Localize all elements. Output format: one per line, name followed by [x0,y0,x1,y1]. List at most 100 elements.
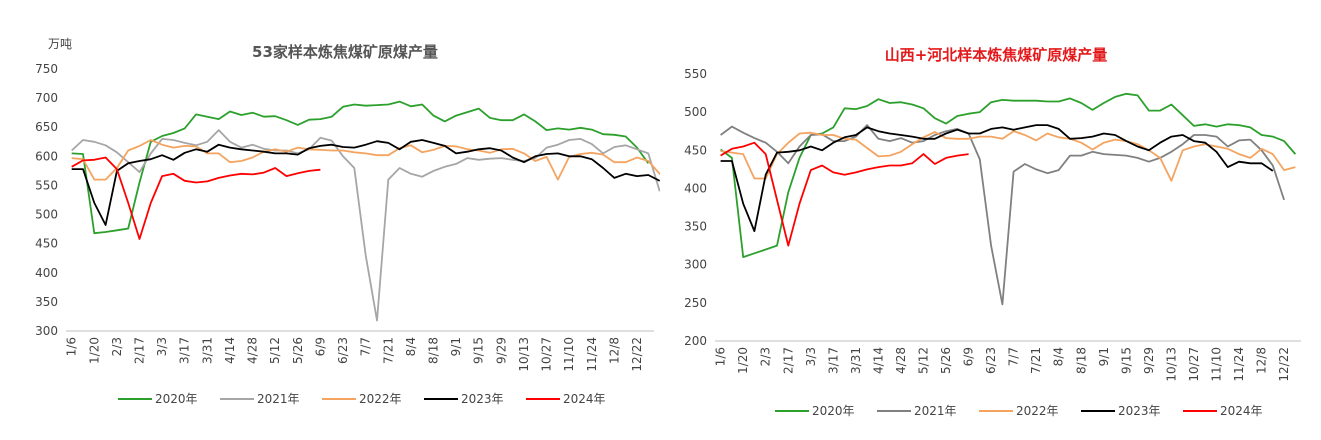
y-tick-label: 250 [684,296,707,310]
unit-label: 万吨 [48,37,72,51]
x-tick-label: 7/7 [359,337,373,356]
x-tick-label: 9/15 [1119,347,1133,374]
y-tick-label: 500 [684,105,707,119]
x-tick-label: 2/3 [110,337,124,356]
x-tick-label: 3/31 [200,337,214,364]
x-tick-label: 7/7 [1007,347,1021,366]
y-tick-label: 400 [684,181,707,195]
x-tick-label: 1/20 [87,337,101,364]
y-tick-label: 600 [35,149,58,163]
legend-label: 2023年 [461,392,504,406]
series-line-2024年 [71,156,321,240]
x-tick-label: 12/8 [607,337,621,364]
x-tick-label: 5/26 [291,337,305,364]
series-line-2022年 [720,130,1296,182]
series-line-2024年 [720,141,969,247]
x-tick-label: 4/14 [871,347,885,374]
y-tick-label: 450 [35,237,58,251]
y-tick-label: 350 [35,295,58,309]
x-tick-label: 3/31 [849,347,863,374]
y-tick-label: 350 [684,220,707,234]
x-tick-label: 5/26 [939,347,953,374]
legend-label: 2020年 [155,392,198,406]
y-tick-label: 400 [35,266,58,280]
y-tick-label: 550 [684,67,707,81]
legend-item: 2024年 [526,392,606,406]
series-line-2023年 [720,124,1274,233]
x-tick-label: 10/13 [1164,347,1178,382]
x-tick-label: 4/28 [894,347,908,374]
x-tick-label: 3/17 [826,347,840,374]
legend-label: 2020年 [812,404,855,418]
legend-label: 2024年 [563,392,606,406]
legend-label: 2022年 [1016,404,1059,418]
legend-label: 2021年 [257,392,300,406]
y-tick-label: 650 [35,120,58,134]
x-tick-label: 1/6 [65,337,79,356]
series-line-2022年 [71,139,660,181]
y-tick-label: 300 [35,324,58,338]
x-tick-label: 3/17 [178,337,192,364]
y-tick-label: 300 [684,258,707,272]
y-tick-label: 500 [35,208,58,222]
y-tick-label: 200 [684,334,707,348]
x-tick-label: 10/27 [1187,347,1201,382]
x-tick-label: 3/3 [804,347,818,366]
legend-item: 2022年 [979,404,1059,418]
x-tick-label: 11/24 [585,337,599,372]
x-tick-label: 9/29 [494,337,508,364]
x-tick-label: 5/12 [916,347,930,374]
y-tick-label: 700 [35,91,58,105]
legend-item: 2020年 [118,392,198,406]
chart-right-svg: 山西+河北样本炼焦煤矿原煤产量 200 250 300 350 400 450 500 550 1… [684,46,1301,418]
x-tick-label: 5/12 [268,337,282,364]
x-tick-label: 1/20 [736,347,750,374]
x-tick-label: 7/21 [1029,347,1043,374]
legend-label: 2024年 [1220,404,1263,418]
chart-title: 53家样本炼焦煤矿原煤产量 [252,43,438,61]
legend-label: 2023年 [1118,404,1161,418]
x-tick-label: 12/22 [630,337,644,372]
x-tick-label: 4/14 [223,337,237,364]
x-tick-label: 8/18 [1074,347,1088,374]
series-line-2021年 [720,124,1285,306]
x-tick-label: 7/21 [381,337,395,364]
x-tick-label: 9/1 [449,337,463,356]
x-tick-label: 9/29 [1142,347,1156,374]
legend-item: 2021年 [220,392,300,406]
chart-left-panel: 53家样本炼焦煤矿原煤产量 万吨 300 350 400 450 500 550 600 650 7… [0,0,660,440]
y-tick-label: 450 [684,143,707,157]
x-tick-label: 6/9 [962,347,976,366]
x-tick-label: 6/23 [336,337,350,364]
x-tick-label: 9/1 [1097,347,1111,366]
series-line-2021年 [71,129,660,322]
legend-label: 2021年 [914,404,957,418]
x-tick-label: 11/10 [1209,347,1223,382]
y-tick-label: 750 [35,62,58,76]
x-tick-label: 10/27 [540,337,554,372]
legend-item: 2024年 [1183,404,1263,418]
x-tick-label: 11/24 [1232,347,1246,382]
x-tick-label: 6/9 [313,337,327,356]
x-tick-label: 6/23 [984,347,998,374]
legend-item: 2023年 [424,392,504,406]
legend-item: 2022年 [322,392,402,406]
chart-left-svg: 53家样本炼焦煤矿原煤产量 万吨 300 350 400 450 500 550 600 650 7… [35,37,660,406]
x-tick-label: 8/18 [427,337,441,364]
y-tick-label: 550 [35,178,58,192]
legend-item: 2023年 [1081,404,1161,418]
x-tick-label: 2/3 [759,347,773,366]
series-line-2023年 [71,139,660,226]
series-line-2020年 [71,100,650,235]
chart-title: 山西+河北样本炼焦煤矿原煤产量 [885,46,1108,64]
x-tick-label: 1/6 [714,347,728,366]
chart-right-panel: 山西+河北样本炼焦煤矿原煤产量 200 250 300 350 400 450 500 550 1… [660,0,1321,440]
x-tick-label: 4/28 [246,337,260,364]
x-tick-label: 9/15 [472,337,486,364]
x-tick-label: 2/17 [133,337,147,364]
legend-label: 2022年 [359,392,402,406]
x-tick-label: 12/8 [1255,347,1269,374]
x-tick-label: 8/4 [404,337,418,356]
x-tick-label: 10/13 [517,337,531,372]
x-tick-label: 11/10 [562,337,576,372]
